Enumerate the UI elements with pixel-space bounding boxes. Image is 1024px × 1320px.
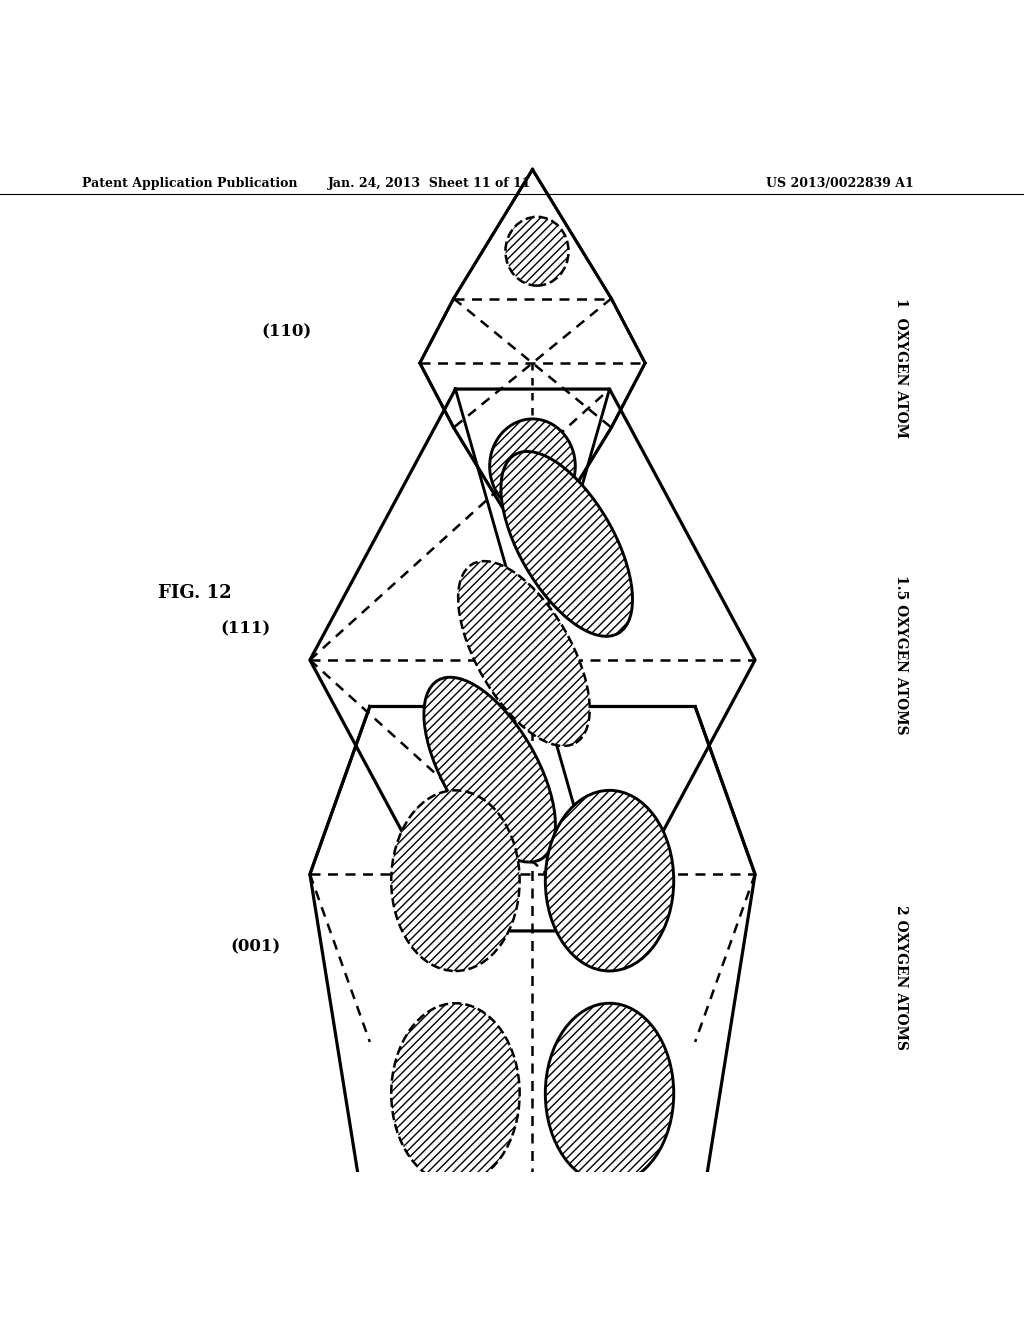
Ellipse shape: [391, 1003, 519, 1184]
Ellipse shape: [546, 791, 674, 972]
Ellipse shape: [506, 216, 568, 285]
Ellipse shape: [458, 561, 590, 746]
Text: 1  OXYGEN ATOM: 1 OXYGEN ATOM: [894, 298, 908, 438]
Text: (001): (001): [230, 939, 282, 956]
Text: Jan. 24, 2013  Sheet 11 of 11: Jan. 24, 2013 Sheet 11 of 11: [329, 177, 531, 190]
Ellipse shape: [501, 451, 633, 636]
Text: (110): (110): [261, 323, 312, 341]
Ellipse shape: [546, 1003, 674, 1184]
Text: 1.5 OXYGEN ATOMS: 1.5 OXYGEN ATOMS: [894, 576, 908, 735]
Text: FIG. 12: FIG. 12: [158, 585, 231, 602]
Text: US 2013/0022839 A1: US 2013/0022839 A1: [766, 177, 913, 190]
Ellipse shape: [489, 418, 575, 513]
Text: Patent Application Publication: Patent Application Publication: [82, 177, 297, 190]
Ellipse shape: [424, 677, 555, 862]
Text: (111): (111): [220, 620, 271, 638]
Text: 2 OXYGEN ATOMS: 2 OXYGEN ATOMS: [894, 906, 908, 1049]
Ellipse shape: [391, 791, 519, 972]
